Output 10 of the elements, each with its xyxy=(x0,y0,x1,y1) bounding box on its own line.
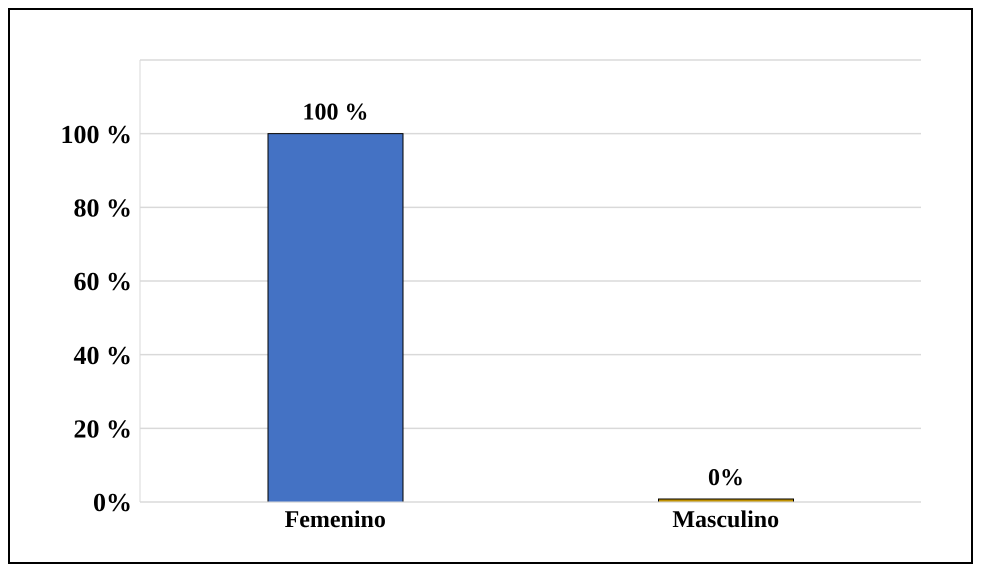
y-tick-label: 100 % xyxy=(60,120,132,149)
data-label: 0% xyxy=(708,465,744,491)
data-label: 100 % xyxy=(302,100,368,126)
y-tick-label: 80 % xyxy=(74,194,132,223)
y-tick-label: 60 % xyxy=(74,267,132,296)
x-tick-label: Femenino xyxy=(284,507,386,534)
x-tick-label: Masculino xyxy=(672,507,780,534)
y-tick-label: 40 % xyxy=(74,340,132,370)
y-tick-label: 0% xyxy=(93,488,132,518)
y-tick-label: 20 % xyxy=(74,414,132,444)
